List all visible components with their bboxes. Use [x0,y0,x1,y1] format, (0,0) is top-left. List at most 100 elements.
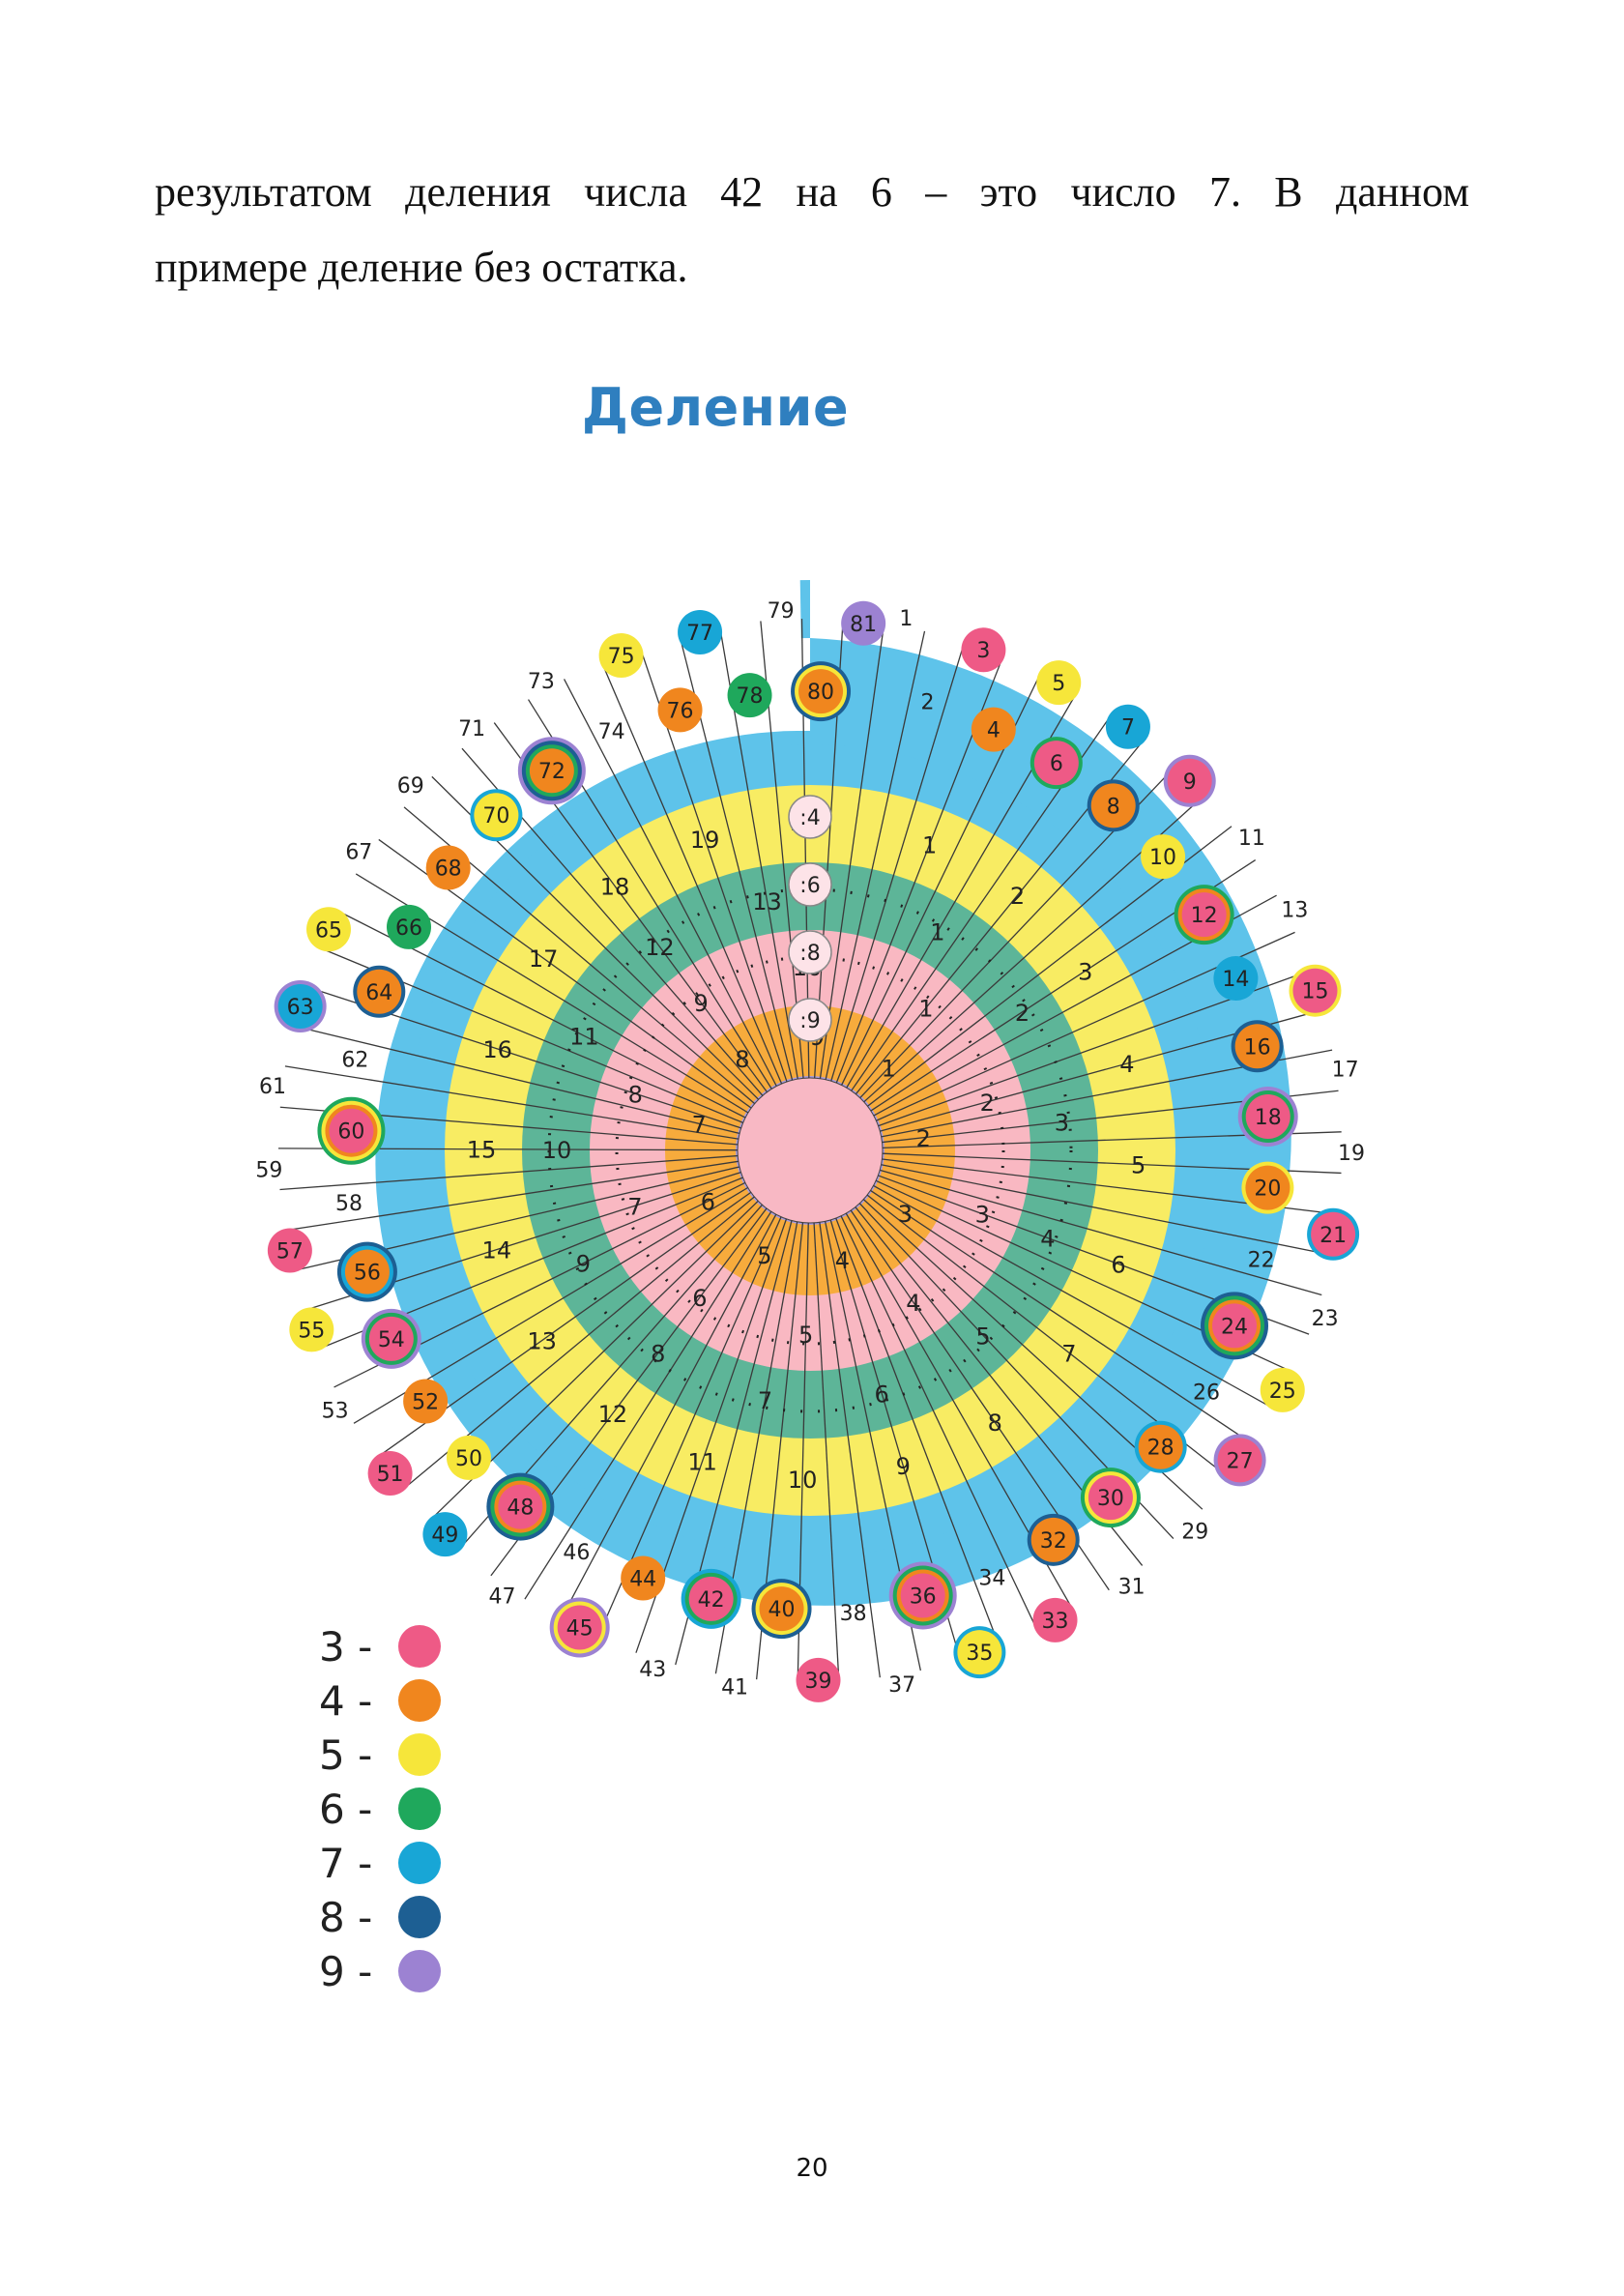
spiral-tab [799,580,810,639]
number-badge [331,1110,372,1151]
outer-number-61: 61 [259,1075,286,1099]
spoke-line [840,1215,1038,1632]
outer-number-4: 4 [987,719,1000,743]
outer-number-8: 8 [1107,795,1120,819]
orange-ring-number: 8 [735,1046,749,1073]
legend-color-dot [398,1842,441,1884]
number-badge [1035,742,1077,784]
outer-number-81: 81 [850,613,877,637]
center-circle [737,1077,884,1224]
outer-number-16: 16 [1244,1035,1271,1060]
number-badge [798,1659,839,1700]
spoke-line [293,1025,740,1135]
outer-number-51: 51 [377,1463,404,1487]
green-ring-number: 7 [758,1387,772,1414]
number-badge [680,611,721,653]
number-badge [1236,1026,1278,1067]
number-badge [1089,1477,1131,1519]
outer-number-77: 77 [686,622,713,646]
outer-number-21: 21 [1320,1224,1347,1248]
outer-number-69: 69 [397,774,424,799]
yellow-ring-number: 17 [529,945,559,973]
pink-ring-number: 2 [980,1090,995,1117]
outer-number-26: 26 [1193,1381,1220,1406]
outer-number-72: 72 [538,760,566,784]
outer-number-19: 19 [1338,1142,1365,1166]
yellow-ring-number: 15 [467,1137,497,1164]
outer-number-57: 57 [276,1240,304,1264]
outer-number-53: 53 [322,1400,349,1424]
outer-number-64: 64 [365,981,392,1005]
number-badge [359,971,400,1012]
outer-number-78: 78 [737,684,764,709]
outer-number-60: 60 [337,1120,364,1145]
legend-color-dot [398,1896,441,1938]
outer-number-15: 15 [1301,980,1328,1004]
outer-number-49: 49 [431,1524,458,1548]
yellow-ring-number: 19 [690,827,720,854]
yellow-ring-number: 14 [482,1237,512,1264]
green-ring-number: 6 [875,1381,889,1408]
pink-ring-number: 8 [628,1081,643,1108]
outer-number-10: 10 [1149,846,1176,870]
dotted-ring-inner [615,955,1005,1346]
number-badge [476,795,517,836]
spoke-line [879,1169,1322,1296]
outer-number-70: 70 [482,804,509,828]
number-badge [269,1230,310,1271]
green-ring-number: 8 [651,1341,665,1368]
outer-number-65: 65 [315,918,342,943]
outer-number-71: 71 [458,717,485,741]
outer-number-79: 79 [768,599,795,624]
yellow-ring-number: 10 [788,1467,818,1494]
legend-row: 5 - [319,1728,441,1782]
pink-ring-number: 9 [693,990,708,1017]
yellow-ring-number: 11 [687,1448,717,1475]
spoke-line [524,1210,772,1600]
number-badge [600,635,642,677]
green-ring-number: 10 [542,1137,572,1164]
number-badge [659,689,701,731]
outer-number-68: 68 [435,857,462,882]
outer-number-41: 41 [721,1676,748,1700]
number-badge [1107,706,1148,747]
outer-number-55: 55 [298,1319,325,1343]
outer-number-45: 45 [566,1616,594,1641]
outer-number-58: 58 [335,1192,362,1216]
yellow-ring-number: 3 [1078,958,1092,985]
division-marker-2: :8 [799,942,820,966]
legend-label: 3 - [319,1622,373,1671]
green-ring-number: 2 [1015,1000,1030,1027]
orange-ring-number: 6 [701,1189,715,1216]
body-text: результатом деления числа 42 на 6 – это … [155,155,1469,305]
yellow-ring-number: 2 [1010,883,1025,910]
division-marker-circle [788,998,832,1042]
legend-label: 4 - [319,1676,373,1725]
outer-number-76: 76 [667,699,694,723]
number-badge [389,906,430,947]
outer-number-12: 12 [1191,904,1218,928]
green-ring-number: 13 [752,888,782,915]
spoke-line [284,1160,739,1232]
outer-number-11: 11 [1238,827,1265,851]
number-badge [690,1578,732,1619]
orange-ring-number: 2 [916,1125,931,1152]
outer-number-36: 36 [910,1584,937,1609]
green-ring-number: 12 [645,934,675,961]
orange-ring-number: 1 [882,1055,896,1082]
number-badge [308,909,350,950]
division-wheel-figure: Деление 1 2 3 4 5 6 7 8 9 10 11 12 13 14 15 16 17 18 19 20 2… [232,377,1392,2001]
outer-number-28: 28 [1147,1437,1174,1461]
number-badge [369,1453,411,1495]
number-badge [963,629,1004,671]
green-ring-number: 1 [930,919,944,946]
outer-number-9: 9 [1183,770,1197,795]
legend-color-dot [398,1679,441,1722]
outer-number-56: 56 [354,1262,381,1286]
spoke-line [819,624,885,1079]
number-badge [1038,662,1080,704]
outer-number-75: 75 [608,645,635,669]
outer-number-29: 29 [1181,1521,1208,1545]
spoke-line [813,1222,840,1682]
number-badge [424,1514,466,1555]
